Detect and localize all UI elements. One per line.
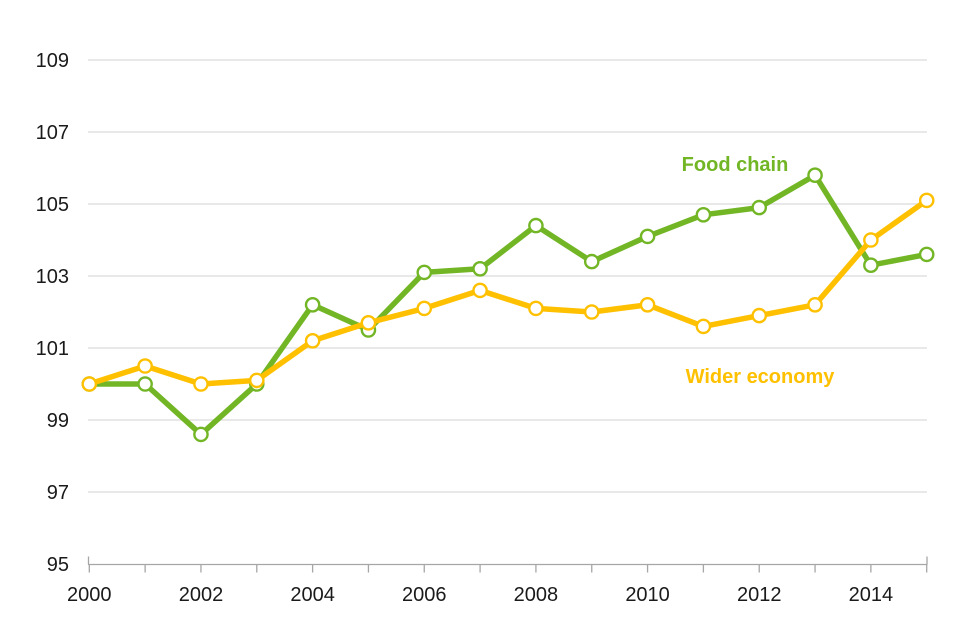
x-axis-label: 2008 [514,584,559,606]
data-point-food-chain-2010 [639,228,656,245]
x-axis-label: 2010 [625,584,670,606]
data-point-wider-economy-2006 [416,300,433,317]
x-axis-label: 2006 [402,584,447,606]
data-point-food-chain-2011 [695,206,712,223]
x-axis-label: 2012 [737,584,782,606]
data-point-wider-economy-2001 [137,358,153,374]
y-axis-label: 109 [36,50,69,72]
data-point-food-chain-2015 [918,246,935,263]
data-point-food-chain-2007 [472,260,488,277]
data-point-wider-economy-2007 [472,282,488,299]
data-point-wider-economy-2000 [81,376,98,392]
data-point-food-chain-2004 [304,296,321,313]
data-point-food-chain-2001 [137,376,153,392]
data-point-food-chain-2013 [807,167,823,183]
y-axis-label: 97 [47,482,69,504]
data-point-wider-economy-2014 [863,232,879,248]
data-point-wider-economy-2005 [360,314,377,331]
x-axis-label: 2000 [67,584,112,606]
y-axis-label: 95 [47,554,69,576]
series-label-food-chain: Food chain [681,154,789,176]
x-axis-label: 2014 [849,584,894,606]
data-point-food-chain-2014 [863,257,879,274]
data-point-food-chain-2008 [528,217,544,234]
data-point-wider-economy-2015 [918,192,935,209]
y-axis-label: 107 [36,122,69,144]
data-point-wider-economy-2003 [248,372,265,389]
data-point-wider-economy-2012 [751,307,768,324]
series-line-wider-economy [86,197,930,387]
x-axis-label: 2004 [290,584,335,606]
data-point-wider-economy-2013 [807,296,823,313]
data-point-wider-economy-2004 [304,332,321,349]
x-axis-label: 2002 [179,584,224,606]
data-point-wider-economy-2011 [695,318,712,335]
data-point-food-chain-2009 [583,253,600,270]
y-axis-label: 103 [36,266,69,288]
y-axis-label: 101 [36,338,69,360]
data-point-wider-economy-2008 [528,300,544,317]
y-axis-label: 99 [47,410,69,432]
data-point-food-chain-2002 [193,426,209,443]
data-point-food-chain-2006 [416,264,433,281]
data-point-food-chain-2012 [751,199,768,216]
series-label-wider-economy: Wider economy [685,366,835,388]
series-line-food-chain [86,172,930,438]
data-point-wider-economy-2010 [639,296,656,313]
data-point-wider-economy-2009 [583,304,600,320]
data-point-wider-economy-2002 [193,376,209,392]
y-axis-label: 105 [36,194,69,216]
